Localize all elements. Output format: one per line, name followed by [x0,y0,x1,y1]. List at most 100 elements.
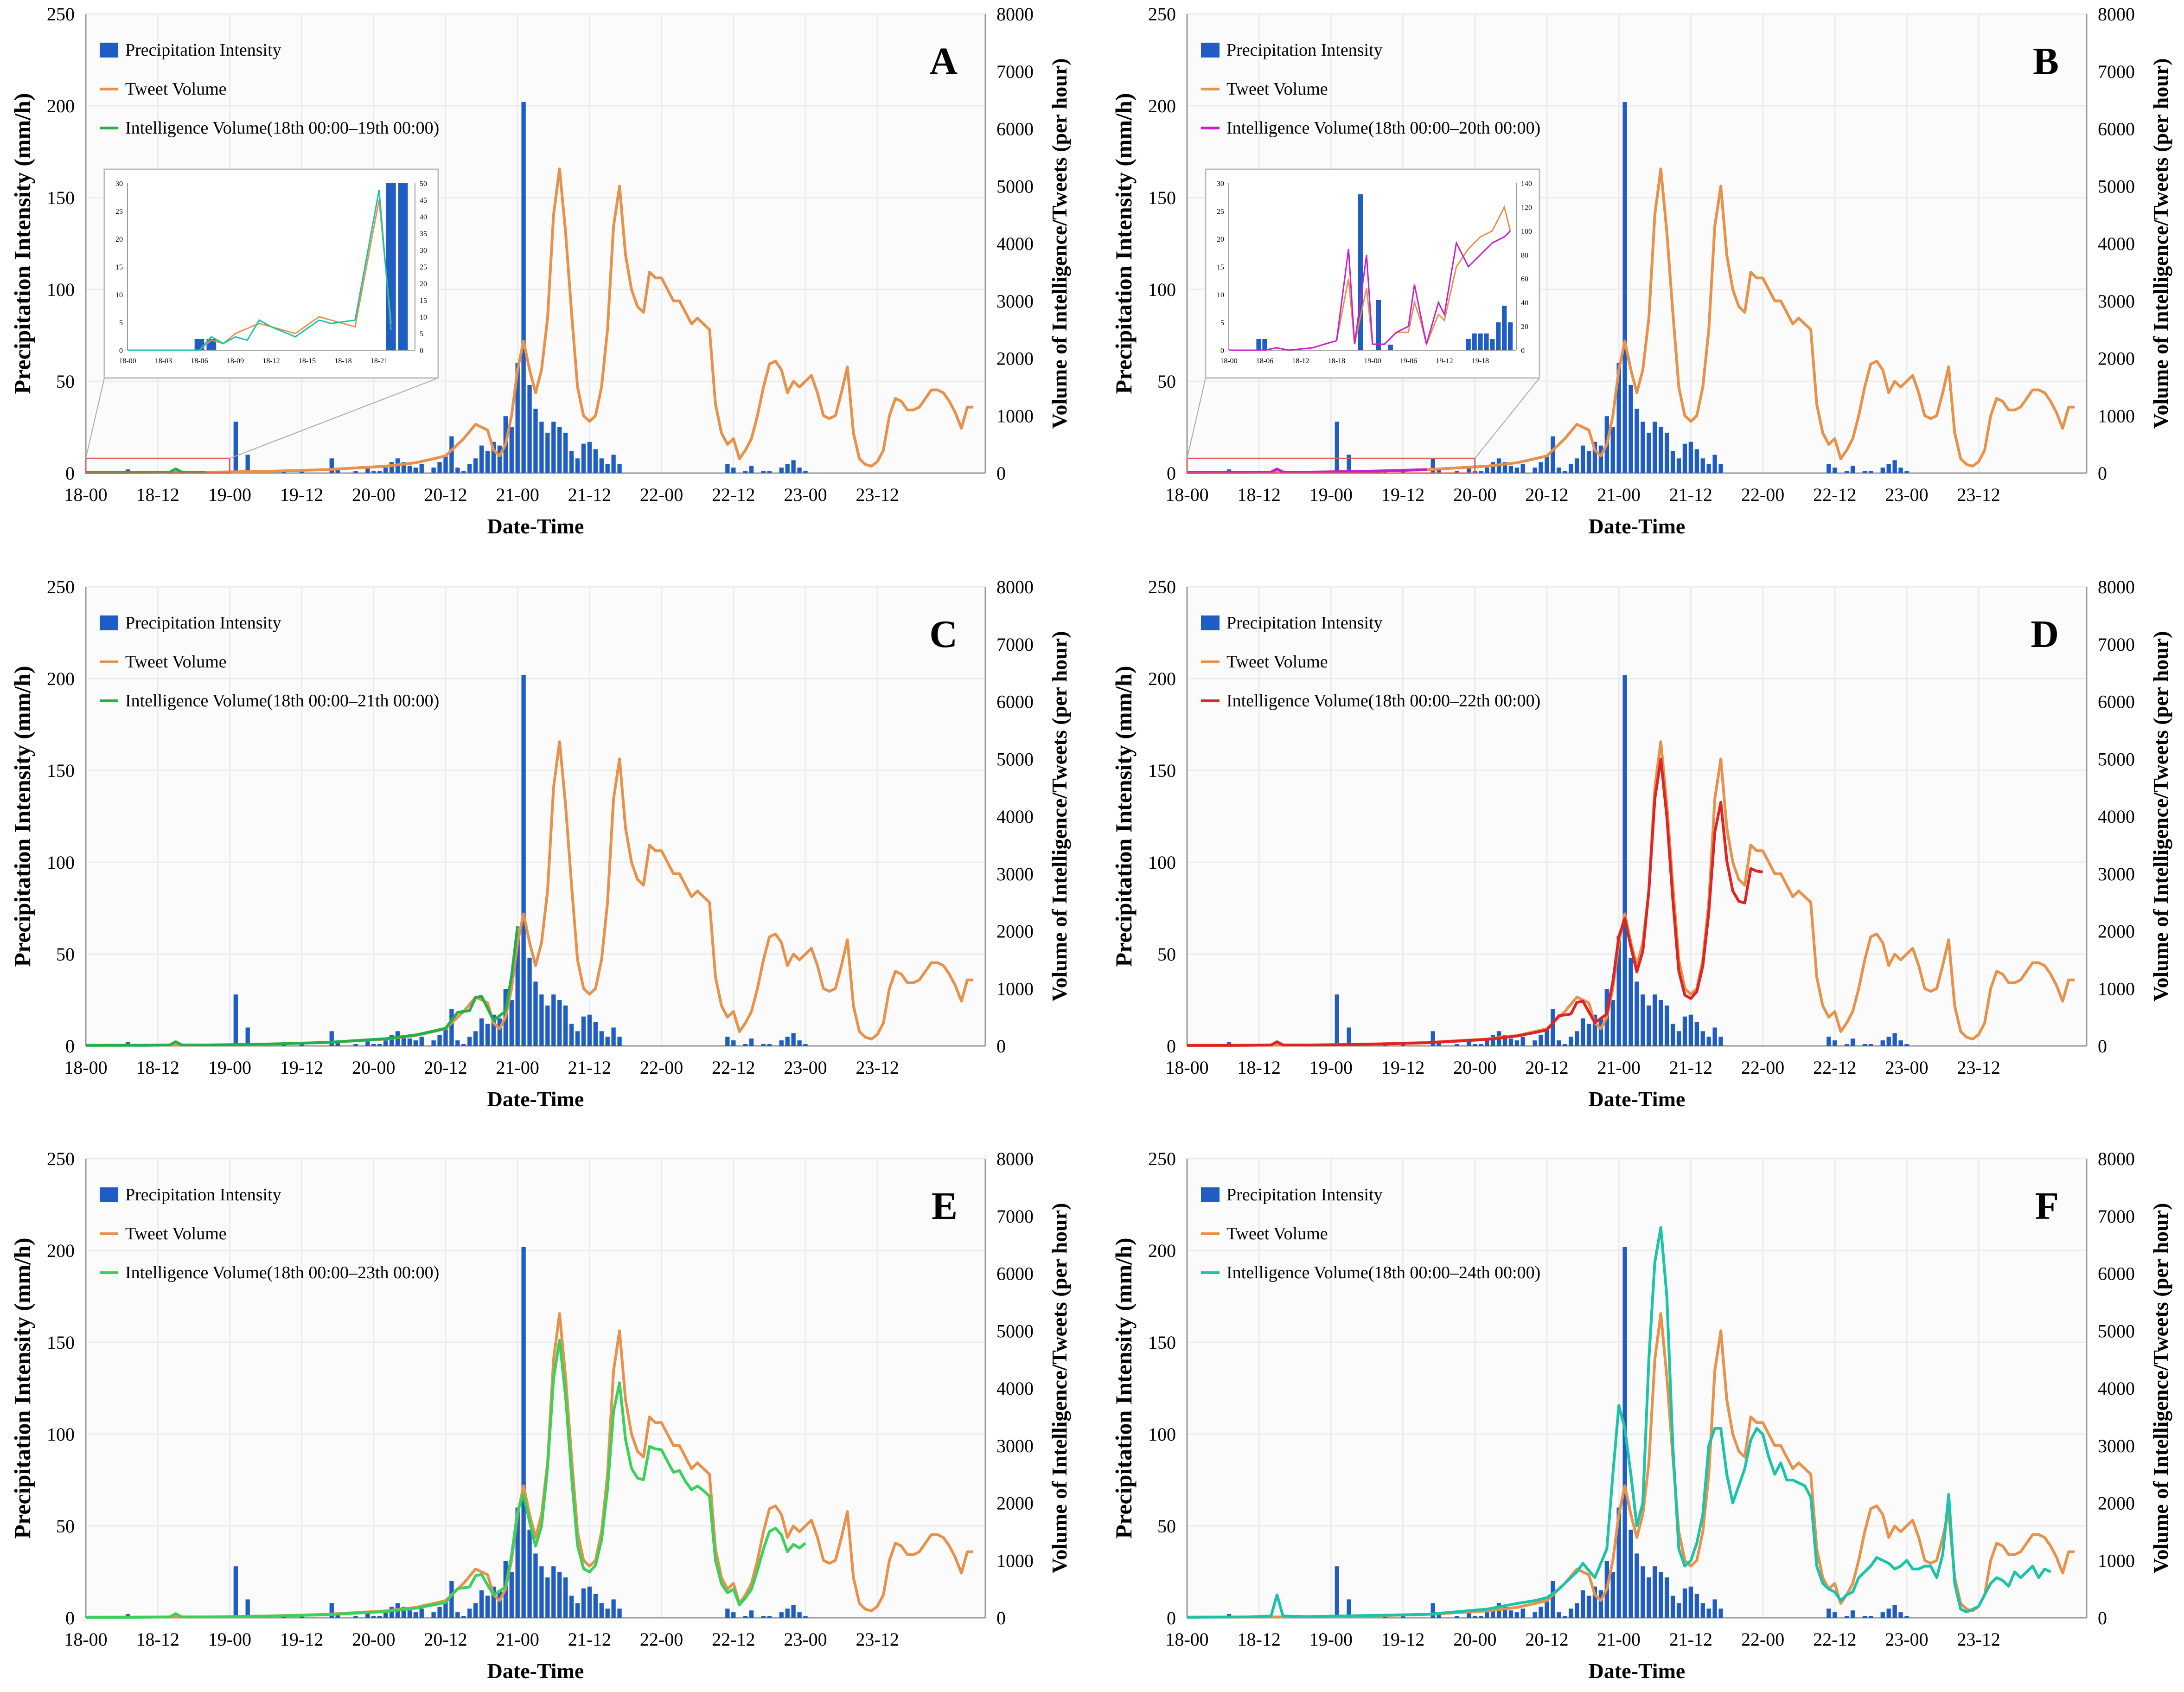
precip-bar [335,469,340,473]
y-left-axis-title: Precipitation Intensity (mm/h) [1111,93,1137,394]
inset-y-right-tick: 25 [420,263,427,271]
precip-bar [1892,1605,1897,1618]
precip-bar [1659,1572,1663,1618]
precip-bar [1670,1024,1675,1046]
precip-bar [1485,1040,1489,1046]
precip-bar [1514,1612,1519,1618]
inset-source-box [1186,457,1476,474]
precip-bar [1718,1609,1723,1618]
y-right-tick-label: 3000 [2098,291,2135,312]
precip-bar [791,460,796,473]
precip-bar [731,468,736,473]
inset-connector [85,378,105,459]
y-right-tick-label: 2000 [996,921,1034,942]
y-right-tick-label: 6000 [2098,119,2135,140]
inset-x-tick: 18-00 [1220,357,1237,365]
inset-precip-bar [1490,339,1495,350]
precip-bar [1520,1609,1525,1618]
precip-bar [743,471,748,473]
y-left-tick-label: 50 [1157,371,1176,392]
precip-bar [1718,1037,1723,1046]
y-left-tick-label: 50 [1157,1516,1176,1537]
legend-label-precip: Precipitation Intensity [1226,40,1383,60]
inset-y-left-tick: 30 [115,180,123,188]
x-tick-label: 18-12 [136,1629,179,1650]
precip-bar [539,994,544,1046]
precip-bar [419,1037,424,1046]
x-tick-label: 20-12 [424,1629,467,1650]
inset-y-right-tick: 45 [420,197,427,205]
inset-source-box [85,457,230,474]
precip-bar [443,456,448,473]
x-tick-label: 19-12 [280,1629,323,1650]
precip-bar [401,1607,406,1618]
inset-precip-bar [1256,339,1261,350]
precip-bar [1520,1037,1525,1046]
precip-bar [299,1044,304,1046]
y-right-tick-label: 8000 [2098,4,2135,25]
y-right-axis-title: Volume of Intelligence/Tweets (per hour) [2149,1203,2172,1574]
y-right-tick-label: 1000 [2098,405,2135,426]
precip-bar [761,1044,766,1046]
x-tick-label: 19-00 [208,484,251,505]
y-left-tick-label: 100 [47,279,75,300]
x-tick-label: 20-00 [1453,1629,1496,1650]
precip-bar [605,464,610,473]
x-tick-label: 20-00 [1453,484,1496,505]
precip-bar [1622,102,1627,473]
precip-bar [1647,1005,1651,1046]
inset-x-tick: 18-00 [119,357,136,365]
x-tick-label: 18-00 [1165,1629,1208,1650]
inset-y-left-tick: 10 [1217,291,1224,299]
precip-bar [353,1044,358,1046]
inset-x-tick: 18-18 [334,357,351,365]
x-tick-label: 19-00 [1309,1629,1353,1650]
precip-bar [1533,1040,1537,1046]
precip-bar [473,1031,478,1046]
panel-letter: B [2033,40,2059,83]
precip-bar [1539,462,1543,473]
precip-bar [1610,1000,1615,1046]
inset-precip-bar [1262,339,1267,350]
precip-bar [449,436,454,473]
precip-bar [515,1507,520,1618]
y-left-tick-label: 150 [1148,760,1176,781]
precip-bar [1628,1529,1633,1618]
inset-y-right-tick: 120 [1521,204,1532,212]
precip-bar [377,1044,382,1046]
inset-y-left-tick: 15 [115,263,123,271]
precip-bar [545,432,550,473]
legend-swatch-precip [100,615,118,630]
precip-bar [1641,994,1645,1046]
precip-bar [1886,1037,1891,1046]
inset-y-right-tick: 10 [420,314,427,321]
precip-bar [371,471,376,473]
precip-bar [1347,1027,1351,1046]
precip-bar [485,1596,490,1618]
precip-bar [1400,471,1405,473]
precip-bar [1533,1612,1537,1618]
precip-bar [1335,1566,1339,1618]
precip-bar [545,1005,550,1046]
x-tick-label: 20-12 [1525,484,1568,505]
precip-bar [413,1040,418,1046]
inset-connector [1187,378,1206,459]
precip-bar [401,462,406,473]
precip-bar [455,1612,460,1618]
x-axis-title: Date-Time [1589,1659,1686,1683]
y-right-tick-label: 6000 [2098,1263,2135,1284]
precip-bar [581,443,586,473]
precip-bar [1575,458,1579,473]
inset-y-left-tick: 25 [115,208,123,216]
precip-bar [479,1590,484,1618]
precip-bar [593,449,598,473]
y-right-tick-label: 8000 [2098,1148,2135,1169]
x-tick-label: 21-00 [1597,1057,1641,1078]
precip-bar [1347,455,1351,473]
precip-bar [1712,1027,1717,1046]
y-left-tick-label: 150 [47,1332,75,1353]
precip-bar [1479,1616,1483,1618]
precip-bar [1670,451,1675,473]
inset-x-tick: 18-18 [1328,357,1345,365]
precip-bar [1467,1612,1471,1618]
